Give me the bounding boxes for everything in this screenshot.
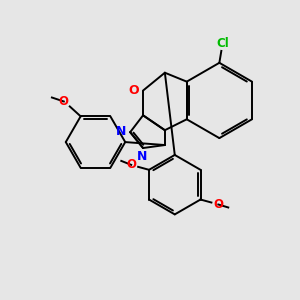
Text: O: O [129,84,140,97]
Text: Cl: Cl [216,38,229,50]
Text: N: N [137,150,147,164]
Text: O: O [126,158,136,171]
Text: N: N [116,125,127,138]
Text: O: O [59,95,69,108]
Text: O: O [213,198,223,211]
